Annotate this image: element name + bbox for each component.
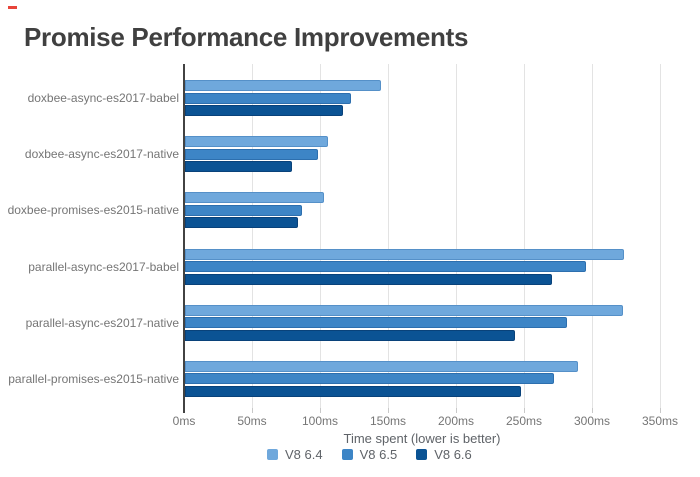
bar-v86.6 [185, 161, 292, 173]
bar-v86.6 [185, 105, 343, 117]
category-label: doxbee-async-es2017-babel [27, 91, 179, 106]
bar-v86.4 [185, 360, 578, 372]
bar-v86.5 [185, 204, 302, 216]
category-label: parallel-async-es2017-native [25, 315, 179, 330]
x-tick-label: 200ms [437, 414, 475, 428]
bar-v86.5 [185, 373, 554, 385]
legend-label: V8 6.6 [434, 447, 472, 462]
x-tick-label: 150ms [369, 414, 407, 428]
bar-v86.6 [185, 217, 298, 229]
x-axis-title: Time spent (lower is better) [343, 431, 501, 446]
axis-tick [456, 408, 457, 413]
category-label: parallel-async-es2017-babel [28, 259, 179, 274]
x-tick-label: 50ms [237, 414, 267, 428]
category-label: parallel-promises-es2015-native [8, 371, 179, 386]
bar-v86.6 [185, 329, 515, 341]
axis-tick [660, 408, 661, 413]
bar-v86.4 [185, 192, 324, 204]
category-label: doxbee-promises-es2015-native [7, 203, 179, 218]
axis-tick [524, 408, 525, 413]
x-tick-label: 250ms [505, 414, 543, 428]
gridline [592, 64, 593, 408]
axis-tick [388, 408, 389, 413]
axis-tick [592, 408, 593, 413]
axis-tick [320, 408, 321, 413]
gridline [524, 64, 525, 408]
bar-v86.4 [185, 248, 624, 260]
bar-v86.6 [185, 273, 552, 285]
legend-swatch-icon [341, 449, 353, 460]
gridline [388, 64, 389, 408]
legend-swatch-icon [267, 449, 278, 460]
x-tick-label: 0ms [172, 414, 196, 428]
legend-item: V8 6.5 [341, 447, 398, 462]
bar-v86.4 [185, 136, 328, 148]
x-tick-label: 350ms [641, 414, 679, 428]
bar-v86.4 [185, 304, 623, 316]
x-tick-label: 300ms [573, 414, 611, 428]
legend-swatch-icon [416, 449, 428, 460]
bar-v86.5 [185, 317, 567, 329]
bar-v86.5 [185, 148, 318, 160]
legend-label: V8 6.5 [359, 447, 398, 462]
gridline [660, 64, 661, 408]
bar-v86.5 [185, 92, 351, 104]
bar-v86.6 [185, 385, 521, 397]
chart-title: Promise Performance Improvements [24, 22, 469, 52]
category-label: doxbee-async-es2017-native [24, 147, 179, 162]
legend-label: V8 6.4 [285, 447, 323, 462]
gridline [252, 64, 253, 408]
axis-tick [252, 408, 253, 413]
bar-v86.5 [185, 261, 586, 273]
legend: V8 6.4 V8 6.5 V8 6.6 [267, 447, 472, 462]
bar-v86.4 [185, 80, 381, 92]
gridline [320, 64, 321, 408]
x-tick-label: 100ms [301, 414, 339, 428]
gridline [456, 64, 457, 408]
red-dot-marker [8, 6, 17, 9]
legend-item: V8 6.4 [267, 447, 323, 462]
legend-item: V8 6.6 [416, 447, 472, 462]
y-axis-line [183, 64, 185, 413]
